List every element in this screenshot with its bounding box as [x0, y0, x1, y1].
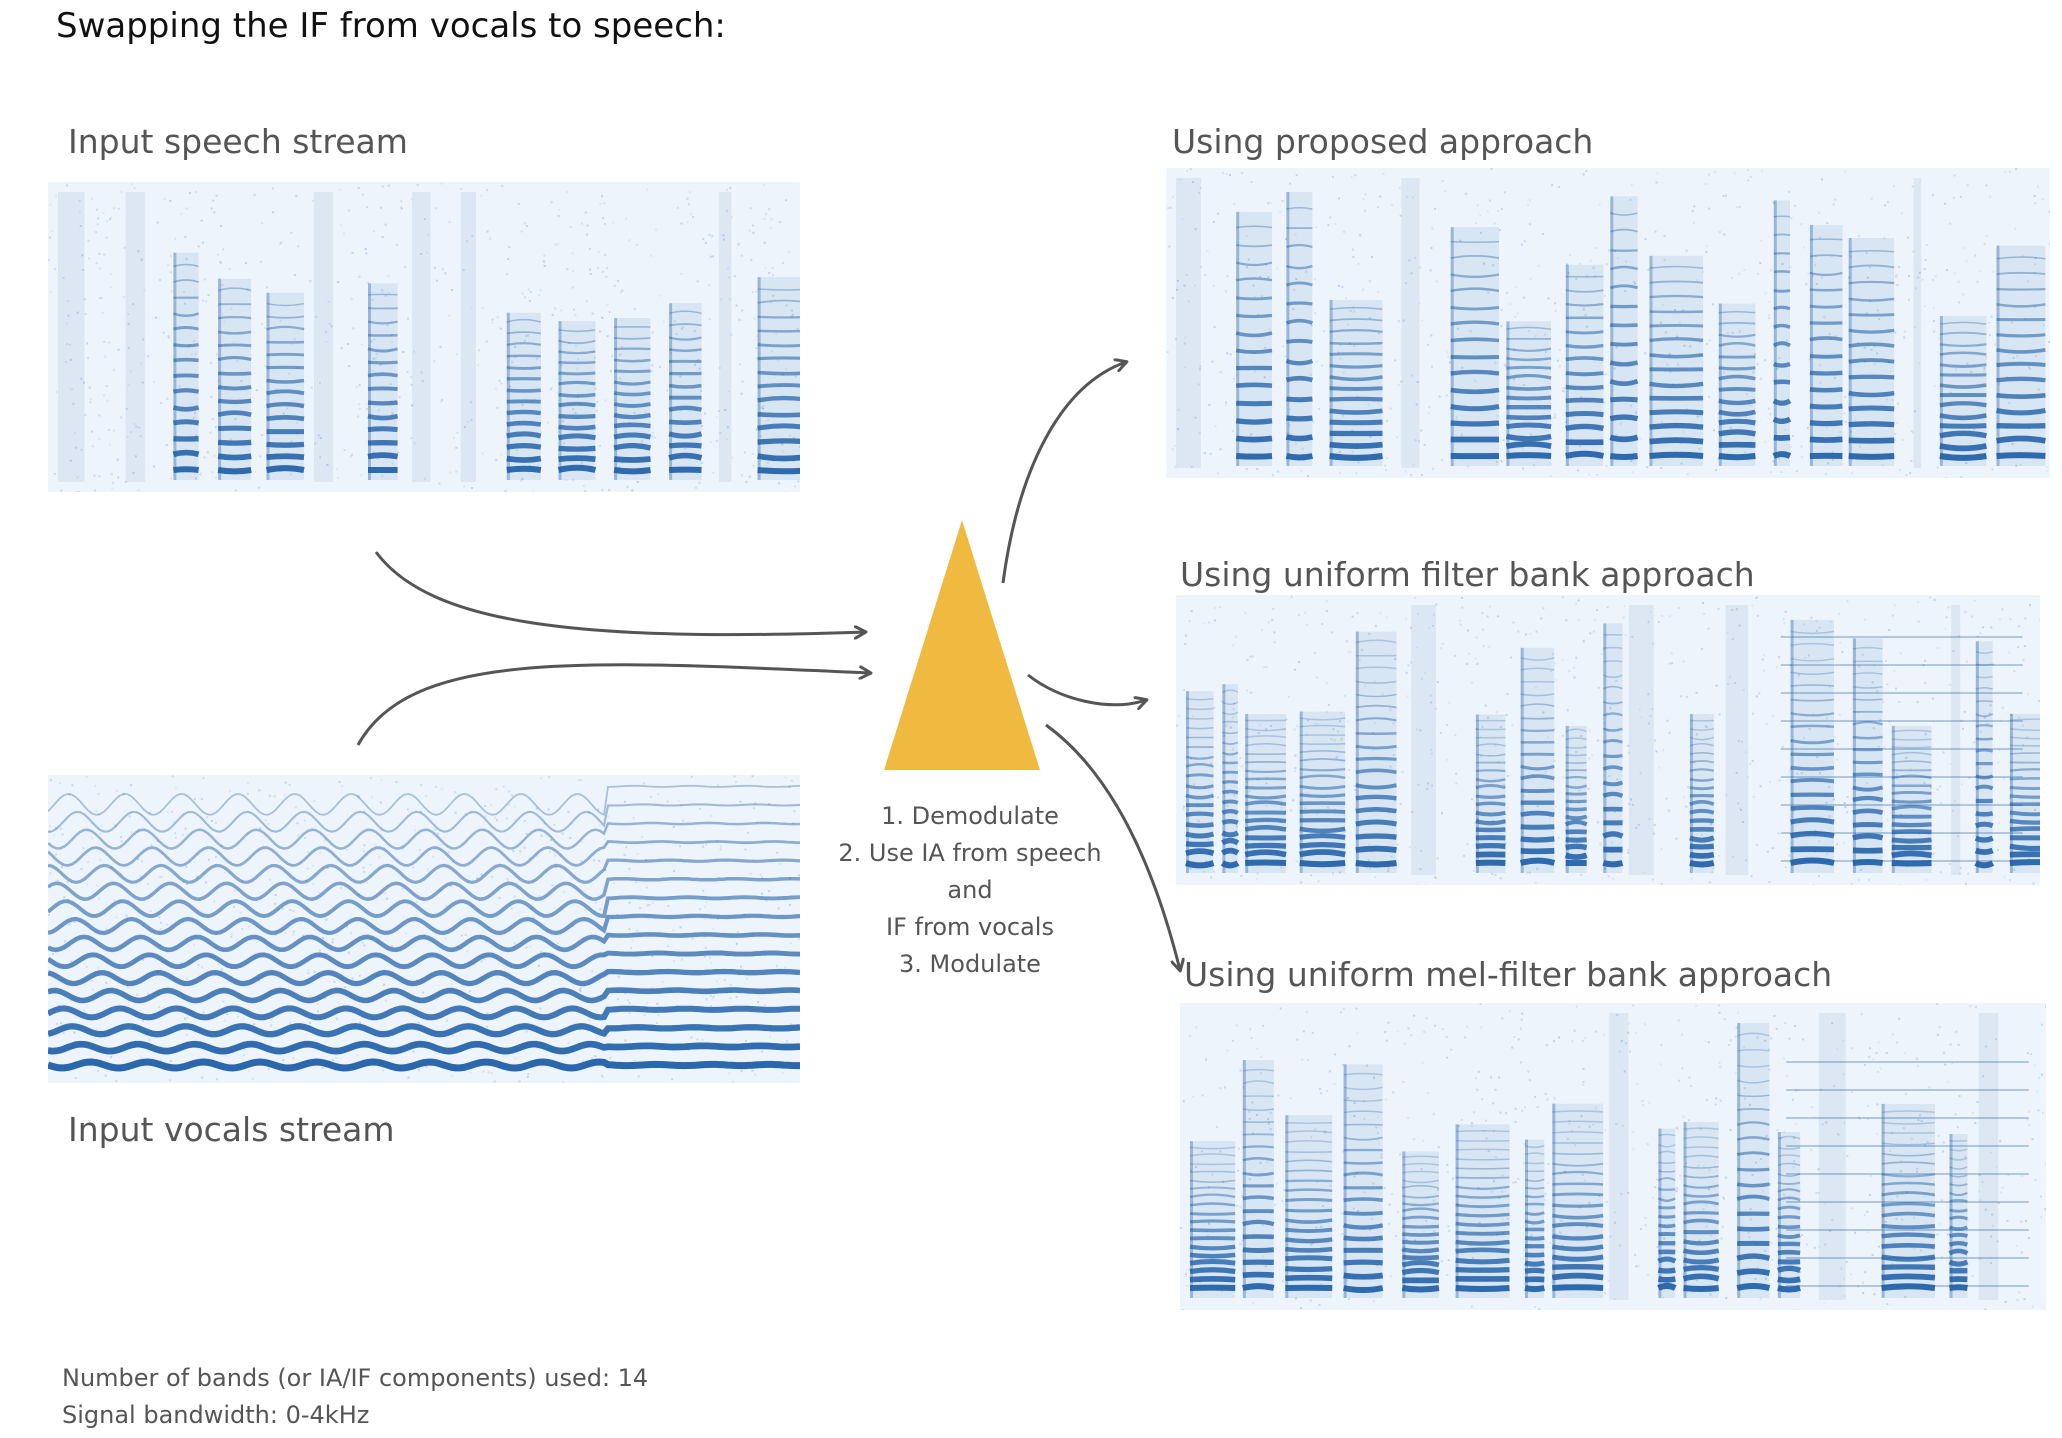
page-title: Swapping the IF from vocals to speech: [56, 6, 726, 46]
uniform-output-spectrogram [1176, 595, 2040, 885]
input-vocals-label: Input vocals stream [68, 1110, 395, 1149]
step-use-ia: 2. Use IA from speech [838, 839, 1102, 867]
step-modulate: 3. Modulate [899, 950, 1041, 978]
speech-spectrogram [48, 182, 800, 492]
process-steps: 1. Demodulate 2. Use IA from speech and … [780, 798, 1160, 983]
arrow-process-to-uniform [1027, 673, 1146, 705]
step-if-from-vocals: IF from vocals [886, 913, 1054, 941]
mel-output-spectrogram [1180, 1003, 2046, 1310]
vocals-spectrogram [48, 775, 800, 1083]
proposed-output-spectrogram [1166, 168, 2050, 478]
arrow-process-to-mel [1045, 723, 1180, 970]
process-triangle [884, 520, 1040, 770]
mel-filter-bank-label: Using uniform mel-filter bank approach [1184, 955, 1833, 994]
arrow-vocals-to-process [356, 663, 870, 746]
arrow-process-to-proposed [1001, 362, 1126, 584]
arrow-speech-to-process [374, 551, 865, 635]
step-and: and [947, 876, 993, 904]
step-demodulate: 1. Demodulate [881, 802, 1059, 830]
bands-note: Number of bands (or IA/IF components) us… [62, 1364, 649, 1392]
input-speech-label: Input speech stream [68, 122, 408, 161]
uniform-filter-bank-label: Using uniform filter bank approach [1180, 555, 1755, 594]
bandwidth-note: Signal bandwidth: 0-4kHz [62, 1401, 370, 1429]
proposed-approach-label: Using proposed approach [1172, 122, 1594, 161]
